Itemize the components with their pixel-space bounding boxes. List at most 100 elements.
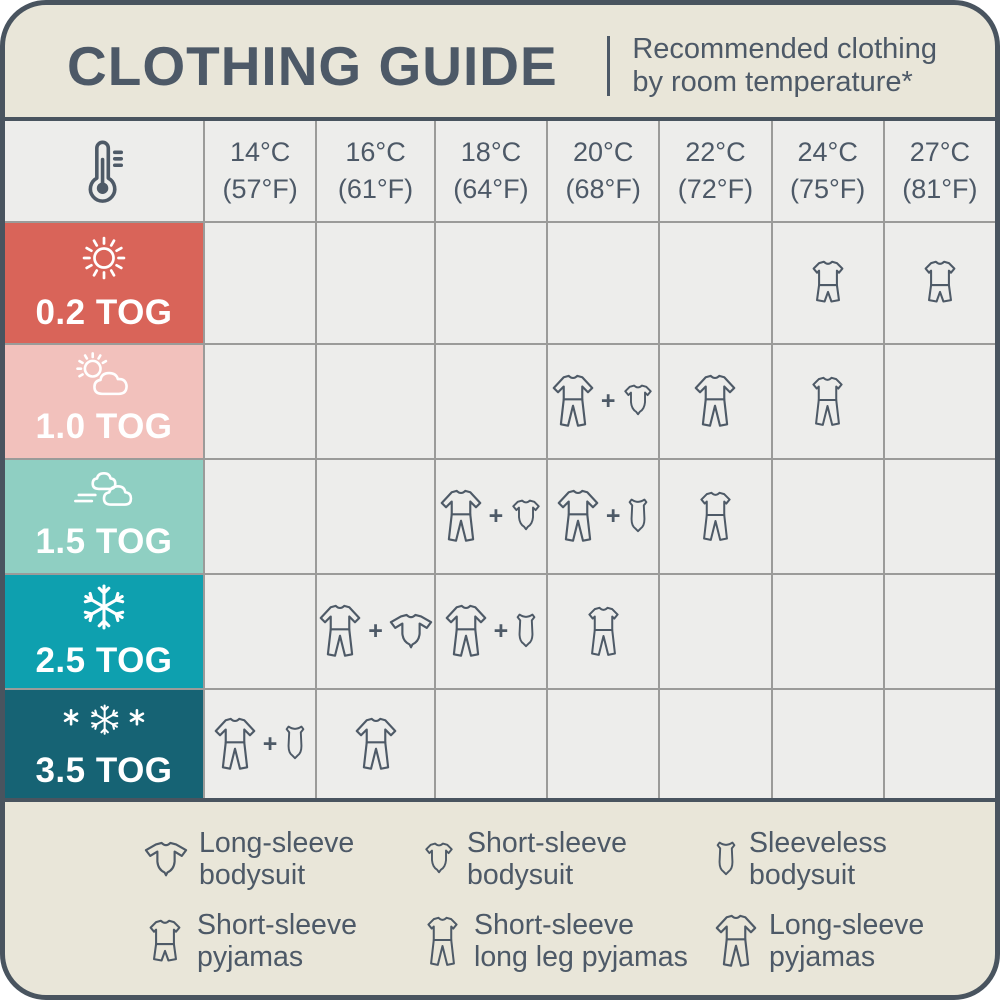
clothing-cell-r1-c2 [435,345,547,458]
temp-label: (75°F) [789,173,866,204]
temp-label: 27°C [909,136,971,167]
tog-label: 3.5 TOG [35,751,173,790]
header: CLOTHING GUIDE Recommended clothing by r… [5,5,995,117]
short-sleeve-long-leg-pyjamas-icon [700,491,731,541]
clothing-cell-r1-c1 [317,345,434,458]
long-sleeve-bodysuit-icon [389,613,433,649]
clothing-cell-r2-c6 [884,460,995,573]
clothing-cell-r2-c1 [317,460,434,573]
clothing-cell-r0-c3 [548,223,659,343]
tog-row-header-2: 1.5 TOG [5,460,203,573]
snowflakes-icon [62,693,146,745]
long-sleeve-pyjamas-icon [355,717,396,770]
clothing-cell-r3-c4 [660,575,771,688]
clothing-cell-r1-c0 [205,345,316,458]
legend-item-label: Short-sleeve long leg pyjamas [474,908,688,974]
clothing-cell-r4-c6 [884,690,995,798]
long-sleeve-pyjamas-icon [552,374,594,427]
legend-label-line: bodysuit [199,858,306,891]
long-sleeve-bodysuit-icon [144,842,188,877]
short-sleeve-long-leg-pyjamas-icon [588,606,619,656]
clothing-cell-r3-c2: + [435,575,547,688]
thermometer-icon [88,140,124,203]
long-sleeve-pyjamas-icon [695,374,736,427]
clothing-cell-r4-c3 [548,690,659,798]
temp-header-cell-5: 24°C (75°F) [772,121,883,221]
tog-label: 2.5 TOG [35,640,173,680]
temp-header-cell-0: 14°C (57°F) [205,121,316,221]
temp-header-cell-2: 18°C (64°F) [435,121,547,221]
plus-sign: + [605,502,621,530]
legend-label-line: bodysuit [467,858,574,891]
clothing-cell-r4-c1 [317,690,434,798]
clothing-cell-r0-c6 [884,223,995,343]
short-sleeve-long-leg-pyjamas-icon [427,916,458,966]
clothing-cell-r2-c2: + [435,460,547,573]
sleeveless-bodysuit-icon [286,725,305,760]
legend-item-4: Short-sleeve long leg pyjamas [421,908,713,974]
clothing-cell-r1-c6 [884,345,995,458]
clothing-cell-r3-c5 [772,575,883,688]
tog-row-header-1: 1.0 TOG [5,345,203,458]
legend-item-3: Short-sleeve pyjamas [143,909,421,974]
legend-item-5: Long-sleeve pyjamas [713,908,995,974]
long-sleeve-pyjamas-icon [445,604,486,657]
long-sleeve-pyjamas-icon [557,489,599,542]
legend-label-line: bodysuit [749,858,856,891]
temp-label: 14°C [229,136,291,167]
header-divider [607,36,611,96]
temp-label: (64°F) [453,173,529,204]
temp-header-cell-1: 16°C (61°F) [317,121,434,221]
temp-header-cell-4: 22°C (72°F) [660,121,771,221]
legend-label-line: Short-sleeve [474,908,634,941]
clothing-cell-r4-c5 [772,690,883,798]
legend-label-line: pyjamas [769,940,876,973]
long-sleeve-pyjamas-icon [319,604,361,657]
tog-label: 1.0 TOG [35,407,173,446]
clothing-cell-r0-c0 [205,223,316,343]
clothing-cell-r1-c3: + [548,345,659,458]
plus-sign: + [493,617,509,645]
temp-label: (81°F) [902,173,978,204]
clothing-cell-r3-c1: + [317,575,434,688]
clothing-cell-r4-c2 [435,690,547,798]
legend: Long-sleeve bodysuit Short-sleeve bodysuit S… [5,802,995,974]
temp-label: (57°F) [222,173,298,204]
clothing-cell-r3-c0 [205,575,316,688]
subtitle-line-2: by room temperature* [632,66,913,98]
long-sleeve-pyjamas-icon [715,914,757,968]
temp-label: (61°F) [337,173,414,204]
clothing-cell-r2-c4 [660,460,771,573]
clothing-cell-r3-c3 [548,575,659,688]
sleeveless-bodysuit-icon [716,841,736,876]
clothing-cell-r0-c1 [317,223,434,343]
sun-icon [82,236,126,280]
legend-item-0: Long-sleeve bodysuit [143,827,421,892]
tog-row-header-3: 2.5 TOG [5,575,203,688]
legend-label-line: Long-sleeve [769,908,925,941]
plus-sign: + [368,617,383,645]
legend-label-line: long leg pyjamas [474,940,688,973]
tog-row-header-4: 3.5 TOG [5,690,203,798]
temp-label: 22°C [685,136,746,167]
legend-item-label: Long-sleeve pyjamas [769,908,925,974]
clothing-cell-r0-c2 [435,223,547,343]
short-sleeve-long-leg-pyjamas-icon [812,376,843,426]
temp-label: 18°C [460,136,522,167]
sleeveless-bodysuit-icon [516,613,536,647]
legend-item-label: Sleeveless bodysuit [749,827,887,892]
plus-sign: + [488,502,504,530]
legend-item-label: Short-sleeve pyjamas [197,909,357,974]
tog-label: 1.5 TOG [35,522,173,561]
legend-label-line: Long-sleeve [199,827,355,859]
clothing-cell-r0-c5 [772,223,883,343]
sun-cloud-icon [76,352,128,396]
long-sleeve-pyjamas-icon [440,489,481,542]
legend-label-line: pyjamas [197,940,304,973]
short-sleeve-bodysuit-icon [425,843,453,874]
clothing-cell-r3-c6 [884,575,995,688]
clothing-cell-r4-c0: + [205,690,316,798]
clothing-cell-r2-c3: + [548,460,659,573]
legend-item-label: Long-sleeve bodysuit [199,827,355,892]
